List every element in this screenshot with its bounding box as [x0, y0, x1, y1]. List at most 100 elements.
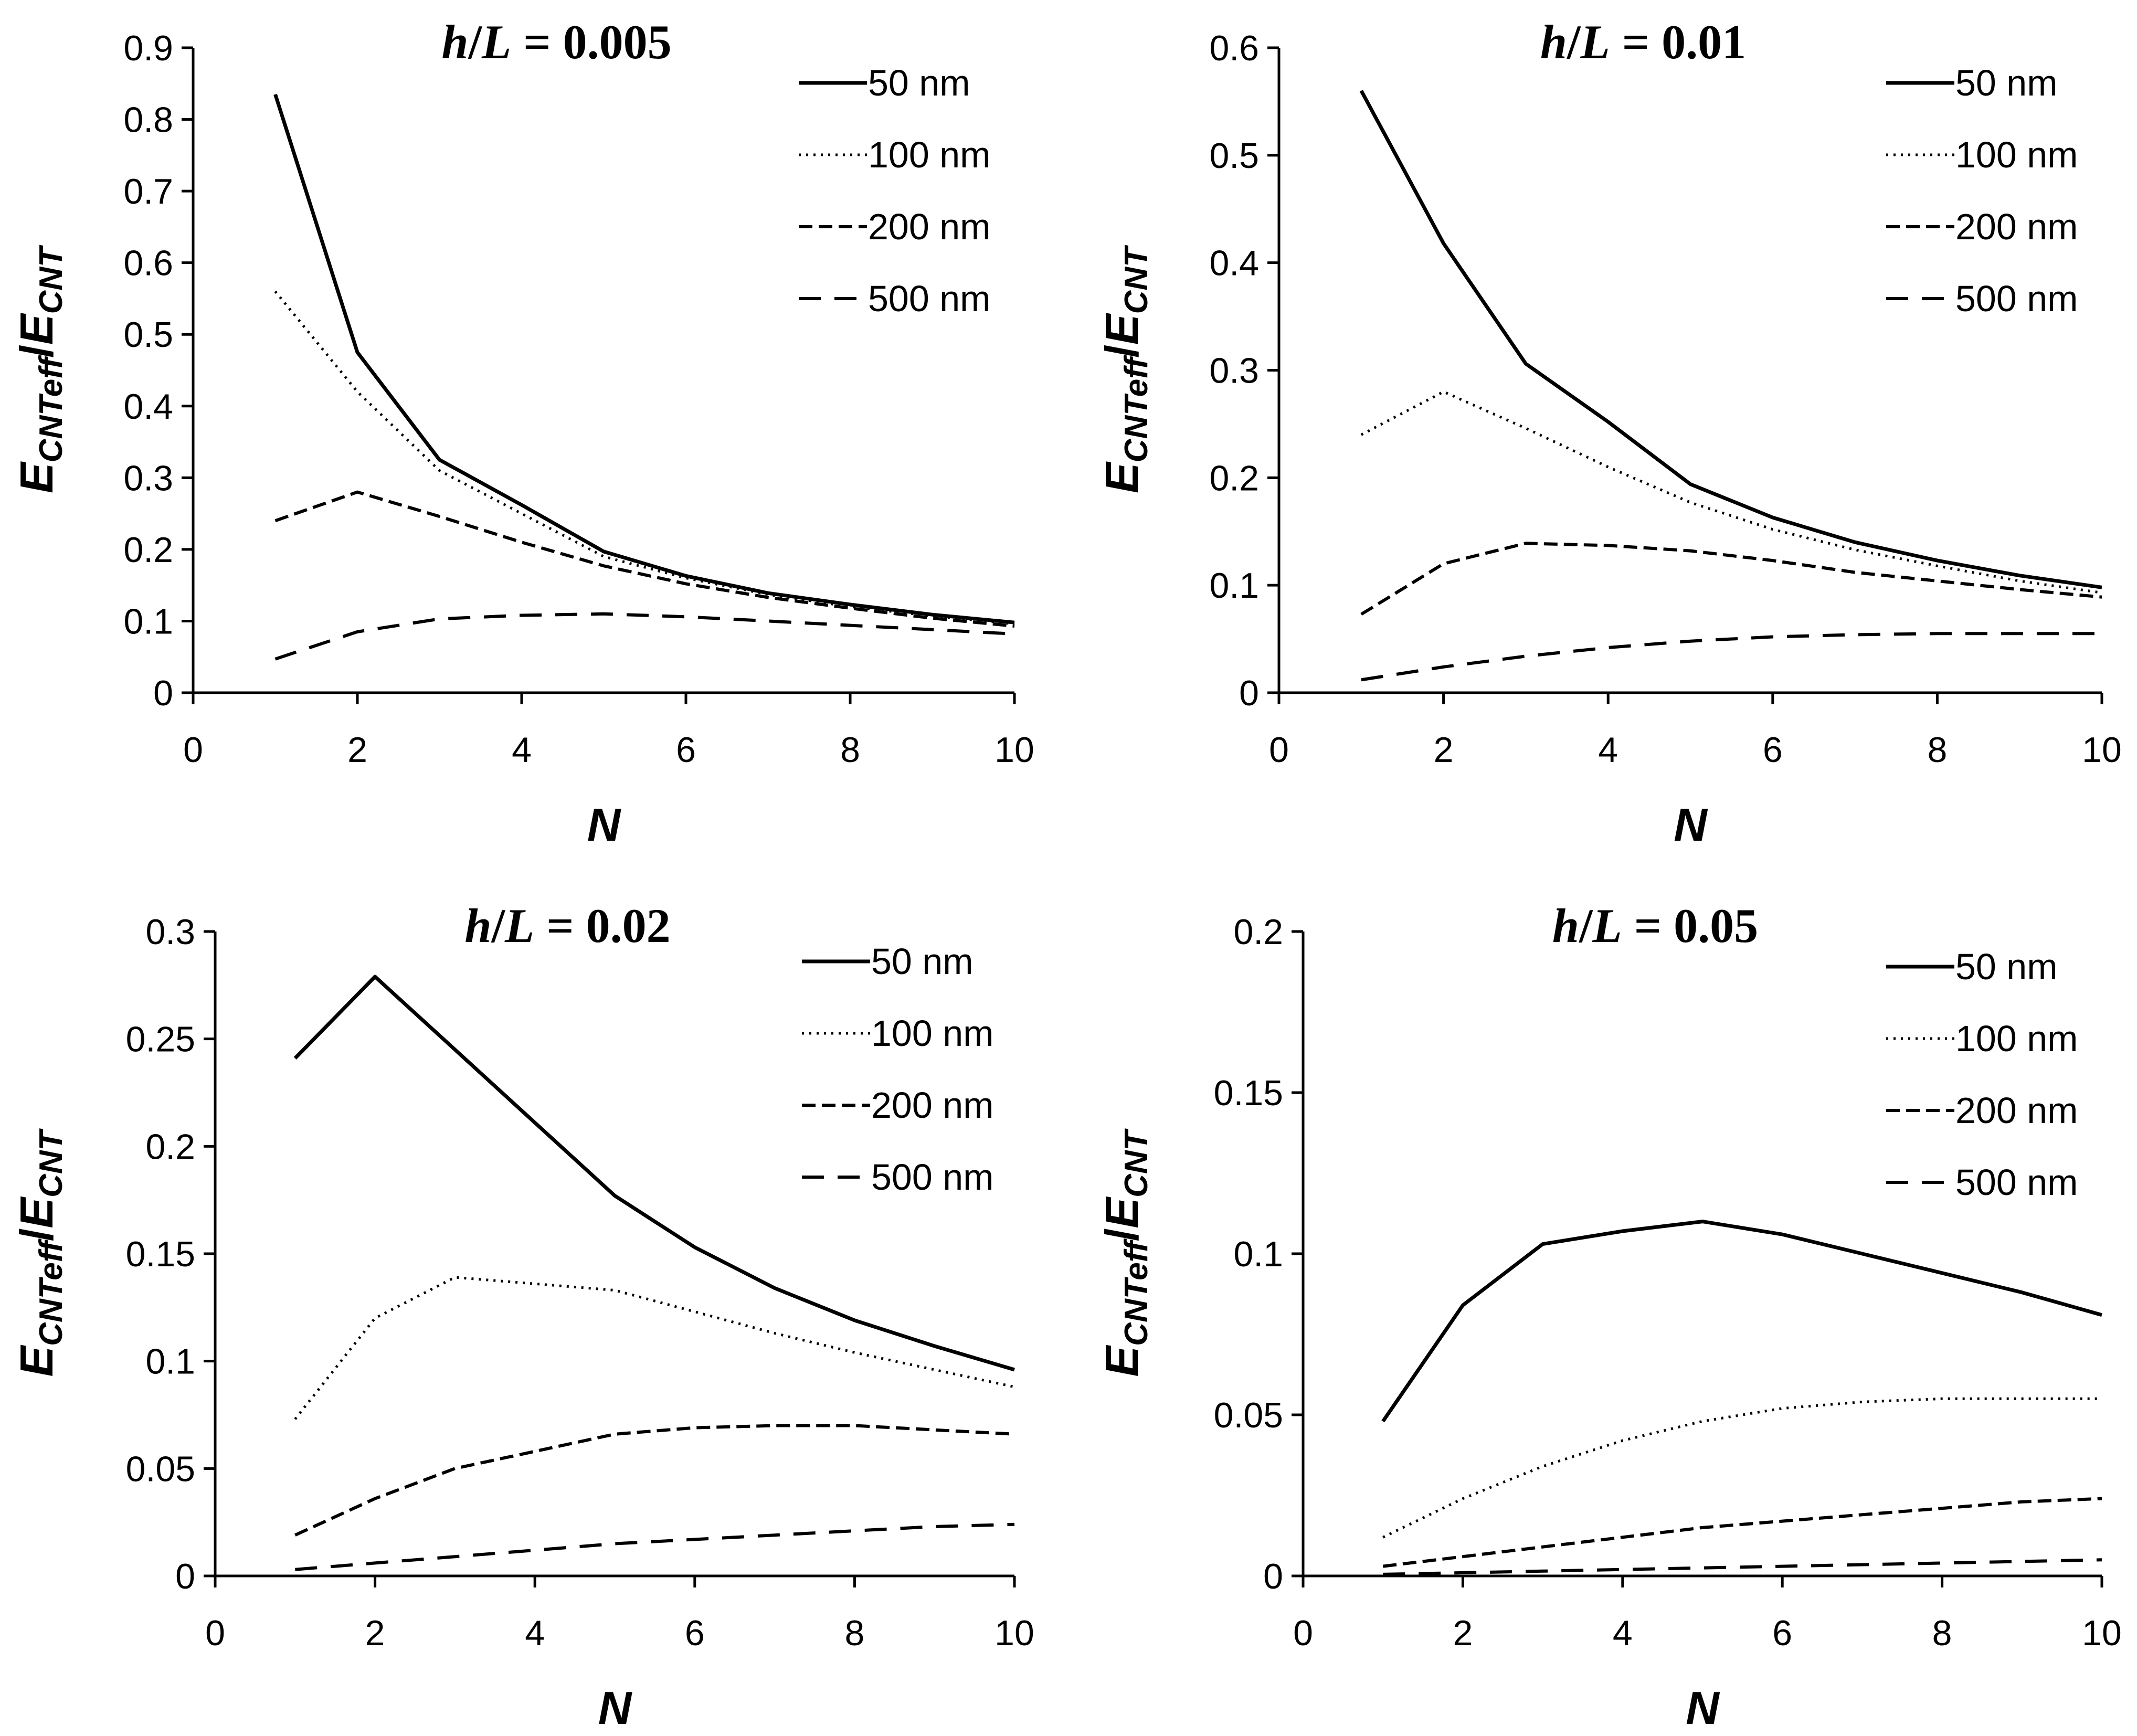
legend-label: 500 nm	[868, 278, 990, 319]
x-tick-label: 4	[525, 1613, 545, 1653]
chart-panel-4: 0 0.05 0.1 0.15 0.2 0 2 4 6 8 10 N ECNTeff/ECNT h/L =…	[1096, 899, 2122, 1734]
y-tick-label: 0.3	[123, 458, 173, 498]
y-tick-label: 0	[153, 673, 173, 713]
x-tick-label: 0	[1269, 730, 1289, 770]
y-tick-label: 0.5	[1209, 136, 1259, 176]
legend-label: 100 nm	[1955, 1018, 2078, 1059]
legend-label: 500 nm	[1955, 278, 2078, 319]
y-tick-label: 0.1	[1209, 566, 1259, 606]
y-tick-label: 0.9	[123, 28, 173, 68]
series-line	[294, 1424, 1015, 1537]
y-tick-label: 0.1	[145, 1342, 195, 1382]
series-line	[294, 1276, 1015, 1420]
series-line	[274, 290, 1015, 626]
series-line	[274, 612, 1015, 661]
y-tick-label: 0.2	[123, 530, 173, 570]
series-line	[293, 975, 1015, 1372]
legend-label: 50 nm	[871, 941, 974, 982]
y-tick-label: 0	[1239, 673, 1259, 713]
x-tick-label: 2	[365, 1613, 385, 1653]
y-tick-label: 0.2	[1209, 458, 1259, 498]
chart-panel-3: 0 0.05 0.1 0.15 0.2 0.25 0.3 0 2 4 6 8 10 N ECNTeff/EC…	[10, 899, 1034, 1734]
legend-label: 200 nm	[1955, 206, 2078, 247]
y-tick-label: 0.1	[1233, 1234, 1283, 1274]
x-tick-label: 6	[1772, 1613, 1792, 1653]
x-tick-label: 4	[1613, 1613, 1633, 1653]
legend-label: 500 nm	[1955, 1162, 2078, 1203]
y-axis-title: ECNTeff/ECNT	[1096, 1128, 1155, 1377]
x-tick-label: 6	[1763, 730, 1783, 770]
series-line	[1359, 90, 2102, 589]
x-tick-label: 10	[995, 730, 1034, 770]
legend-label: 50 nm	[1955, 62, 2058, 103]
chart-panel-1: 0 0.1 0.2 0.3 0.4 0.5 0.6 0.7 0.8 0.9 0 2 4 6 8 10 N ECNT…	[10, 15, 1034, 851]
y-tick-label: 0	[175, 1557, 195, 1596]
series-line	[273, 93, 1015, 624]
y-tick-label: 0.1	[123, 601, 173, 641]
y-tick-label: 0.05	[126, 1449, 195, 1489]
legend-label: 200 nm	[868, 206, 990, 247]
chart-title: h/L = 0.05	[1552, 899, 1758, 952]
series-line	[1361, 632, 2102, 682]
x-tick-label: 2	[1434, 730, 1454, 770]
x-tick-label: 2	[1453, 1613, 1473, 1653]
x-tick-label: 0	[183, 730, 203, 770]
x-axis-title: N	[1674, 799, 1708, 851]
x-tick-label: 10	[2082, 730, 2122, 770]
x-tick-label: 4	[512, 730, 532, 770]
x-axis-title: N	[587, 799, 622, 851]
chart-title: h/L = 0.01	[1540, 15, 1746, 69]
y-tick-label: 0.15	[126, 1234, 195, 1274]
legend-label: 200 nm	[1955, 1090, 2078, 1131]
chart-panel-2: 0 0.1 0.2 0.3 0.4 0.5 0.6 0 2 4 6 8 10 N ECNTeff/ECNT h…	[1096, 15, 2122, 851]
y-tick-label: 0.5	[123, 315, 173, 355]
x-tick-label: 0	[205, 1613, 225, 1653]
y-tick-label: 0.3	[1209, 351, 1259, 391]
x-axis-title: N	[598, 1682, 633, 1734]
x-tick-label: 6	[685, 1613, 705, 1653]
y-tick-label: 0.4	[123, 387, 173, 427]
series-line	[274, 490, 1015, 628]
y-tick-label: 0.7	[123, 172, 173, 211]
series-line	[1383, 1558, 2102, 1576]
series-line	[1360, 390, 2102, 594]
series-line	[1382, 1497, 2102, 1568]
y-tick-label: 0.4	[1209, 244, 1259, 283]
x-tick-label: 8	[844, 1613, 864, 1653]
x-tick-label: 8	[1927, 730, 1947, 770]
y-tick-label: 0.2	[145, 1127, 195, 1167]
y-axis-title: ECNTeff/ECNT	[10, 1128, 69, 1377]
y-tick-label: 0.6	[1209, 28, 1259, 68]
legend-label: 200 nm	[871, 1085, 993, 1126]
y-tick-label: 0.3	[145, 912, 195, 952]
x-tick-label: 2	[347, 730, 367, 770]
chart-title: h/L = 0.005	[441, 15, 671, 69]
y-axis-title: ECNTeff/ECNT	[1096, 245, 1155, 493]
y-tick-label: 0.15	[1214, 1073, 1283, 1113]
series-line	[1360, 542, 2102, 616]
legend-label: 50 nm	[868, 62, 970, 103]
legend-label: 500 nm	[871, 1157, 993, 1198]
chart-title: h/L = 0.02	[464, 899, 670, 952]
series-line	[1381, 1220, 2102, 1423]
x-tick-label: 0	[1293, 1613, 1313, 1653]
y-tick-label: 0.6	[123, 244, 173, 283]
legend-label: 100 nm	[871, 1013, 993, 1054]
y-axis-title: ECNTeff/ECNT	[10, 245, 69, 493]
x-axis-title: N	[1686, 1682, 1720, 1734]
x-tick-label: 8	[840, 730, 860, 770]
legend-label: 100 nm	[868, 134, 990, 175]
x-tick-label: 10	[2082, 1613, 2122, 1653]
x-tick-label: 8	[1932, 1613, 1952, 1653]
y-tick-label: 0.2	[1233, 912, 1283, 952]
x-tick-label: 6	[676, 730, 696, 770]
y-tick-label: 0.8	[123, 100, 173, 140]
series-line	[1382, 1397, 2102, 1539]
y-tick-label: 0.25	[126, 1020, 195, 1060]
series-line	[295, 1522, 1015, 1571]
legend-label: 50 nm	[1955, 946, 2058, 987]
y-tick-label: 0	[1263, 1557, 1283, 1596]
y-tick-label: 0.05	[1214, 1395, 1283, 1435]
legend-label: 100 nm	[1955, 134, 2078, 175]
